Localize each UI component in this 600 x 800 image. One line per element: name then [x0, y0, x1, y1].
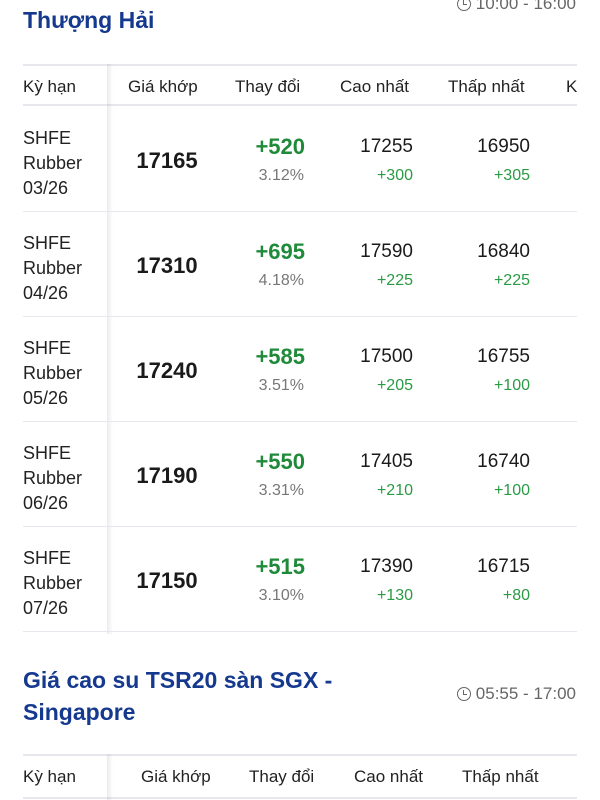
- term-line: SHFE: [23, 548, 72, 568]
- term-line: Rubber: [23, 363, 83, 383]
- change-percent: 3.12%: [258, 167, 304, 184]
- section-title-line2: Singapore: [23, 699, 136, 725]
- high-change: +130: [376, 587, 413, 604]
- term-line: Rubber: [23, 153, 83, 173]
- low-value: 16740: [477, 451, 530, 472]
- term-cell: SHFE Rubber 05/26: [23, 336, 82, 411]
- header-truncated: K: [566, 77, 578, 96]
- high-value: 17405: [360, 451, 413, 472]
- table-row[interactable]: SHFE Rubber 07/26 17150 +515 3.10% 17390…: [23, 526, 577, 632]
- match-price: 17310: [136, 253, 198, 278]
- change-value: +520: [255, 134, 305, 159]
- change-value: +695: [255, 239, 305, 264]
- header-change: Thay đổi: [235, 77, 301, 96]
- term-cell: SHFE Rubber 07/26: [23, 546, 82, 621]
- header-low: Thấp nhất: [462, 767, 539, 786]
- low-value: 16840: [477, 241, 530, 262]
- header-high: Cao nhất: [340, 77, 409, 96]
- high-change: +300: [376, 167, 413, 184]
- low-value: 16755: [477, 346, 530, 367]
- term-cell: SHFE Rubber 06/26: [23, 441, 82, 516]
- high-value: 17390: [360, 556, 413, 577]
- low-change: +100: [493, 482, 530, 499]
- term-line: SHFE: [23, 443, 72, 463]
- low-change: +305: [493, 167, 530, 184]
- header-divider: [23, 104, 577, 106]
- change-value: +515: [255, 554, 305, 579]
- term-cell: SHFE Rubber 04/26: [23, 231, 82, 306]
- term-line: Rubber: [23, 468, 83, 488]
- header-change: Thay đổi: [249, 767, 315, 786]
- header-divider: [23, 797, 577, 799]
- header-price: Giá khớp: [128, 77, 198, 96]
- header-term: Kỳ hạn: [23, 77, 76, 96]
- term-cell: SHFE Rubber 03/26: [23, 126, 82, 201]
- change-percent: 3.51%: [258, 377, 304, 394]
- match-price: 17165: [136, 148, 198, 173]
- high-change: +225: [376, 272, 413, 289]
- trading-hours-text: 10:00 - 16:00: [475, 0, 576, 13]
- term-line: 06/26: [23, 493, 69, 513]
- term-line: SHFE: [23, 338, 72, 358]
- low-change: +225: [493, 272, 530, 289]
- change-percent: 3.10%: [258, 587, 304, 604]
- section-title-shanghai: Thượng Hải: [23, 7, 155, 33]
- match-price: 17150: [136, 568, 198, 593]
- low-value: 16950: [477, 136, 530, 157]
- match-price: 17240: [136, 358, 198, 383]
- sticky-column-shadow: [107, 754, 113, 800]
- term-line: 04/26: [23, 283, 69, 303]
- term-line: Rubber: [23, 573, 83, 593]
- header-low: Thấp nhất: [448, 77, 525, 96]
- change-percent: 3.31%: [258, 482, 304, 499]
- term-line: 03/26: [23, 178, 69, 198]
- clock-icon: [456, 0, 471, 11]
- table-top-divider: [23, 754, 577, 756]
- change-percent: 4.18%: [258, 272, 304, 289]
- high-value: 17590: [360, 241, 413, 262]
- term-line: SHFE: [23, 128, 72, 148]
- clock-icon: [456, 687, 471, 701]
- table-top-divider: [23, 64, 577, 66]
- term-line: Rubber: [23, 258, 83, 278]
- term-line: SHFE: [23, 233, 72, 253]
- section-title-sgx: Giá cao su TSR20 sàn SGX - Singapore: [23, 664, 332, 728]
- high-change: +205: [376, 377, 413, 394]
- low-change: +80: [502, 587, 530, 604]
- high-value: 17255: [360, 136, 413, 157]
- header-price: Giá khớp: [141, 767, 211, 786]
- trading-hours-sgx: 05:55 - 17:00: [456, 684, 576, 704]
- header-term: Kỳ hạn: [23, 767, 76, 786]
- trading-hours: 10:00 - 16:00: [456, 0, 576, 14]
- low-change: +100: [493, 377, 530, 394]
- term-line: 07/26: [23, 598, 69, 618]
- header-high: Cao nhất: [354, 767, 423, 786]
- high-value: 17500: [360, 346, 413, 367]
- high-change: +210: [376, 482, 413, 499]
- match-price: 17190: [136, 463, 198, 488]
- table-row[interactable]: SHFE Rubber 05/26 17240 +585 3.51% 17500…: [23, 316, 577, 422]
- change-value: +550: [255, 449, 305, 474]
- section-title-line1: Giá cao su TSR20 sàn SGX -: [23, 667, 333, 693]
- table-row[interactable]: SHFE Rubber 04/26 17310 +695 4.18% 17590…: [23, 211, 577, 317]
- table-row[interactable]: SHFE Rubber 03/26 17165 +520 3.12% 17255…: [23, 106, 577, 212]
- term-line: 05/26: [23, 388, 69, 408]
- table-row[interactable]: SHFE Rubber 06/26 17190 +550 3.31% 17405…: [23, 421, 577, 527]
- change-value: +585: [255, 344, 305, 369]
- sticky-column-shadow: [107, 64, 113, 634]
- low-value: 16715: [477, 556, 530, 577]
- trading-hours-text: 05:55 - 17:00: [475, 684, 576, 703]
